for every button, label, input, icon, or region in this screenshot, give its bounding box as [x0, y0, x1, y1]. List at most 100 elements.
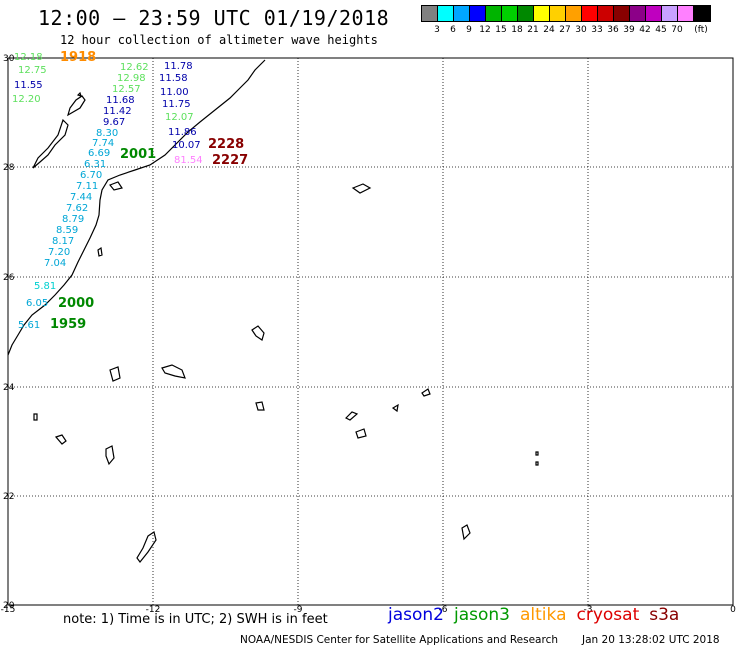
- satellite-name: jason3: [454, 605, 510, 625]
- wave-height-label: 12.57: [112, 84, 141, 95]
- legend-swatch: [614, 6, 630, 21]
- island: [109, 366, 121, 382]
- wave-height-label: 6.05: [26, 298, 48, 309]
- island: [355, 428, 367, 439]
- legend-swatch: [438, 6, 454, 21]
- africa-coastline: [7, 59, 266, 356]
- wave-height-label: 11.00: [160, 87, 189, 98]
- wave-height-label: 7.20: [48, 247, 70, 258]
- wave-height-label: 11.68: [106, 95, 135, 106]
- wave-height-label: 81.54: [174, 155, 203, 166]
- map-frame: [7, 57, 734, 606]
- legend-label: 45: [655, 25, 667, 35]
- island: [535, 451, 539, 456]
- lon-tick-label: -9: [294, 605, 303, 615]
- legend-label: 15: [495, 25, 507, 35]
- legend-swatch: [678, 6, 694, 21]
- wave-height-label: 11.75: [162, 99, 191, 110]
- coastline: [7, 59, 539, 563]
- wave-height-label: 11.42: [103, 106, 132, 117]
- islet: [97, 246, 103, 257]
- wave-height-label: 7.44: [70, 192, 92, 203]
- legend-label: 70: [671, 25, 683, 35]
- wave-height-label: 12.20: [12, 94, 41, 105]
- island: [421, 388, 431, 397]
- island: [54, 434, 67, 445]
- wave-height-label: 11.78: [164, 61, 193, 72]
- lon-tick-label: 0: [730, 605, 736, 615]
- footer-note: note: 1) Time is in UTC; 2) SWH is in fe…: [63, 612, 328, 627]
- legend-swatch: [662, 6, 678, 21]
- legend-label: 27: [559, 25, 571, 35]
- island: [255, 401, 265, 411]
- legend-label: 33: [591, 25, 603, 35]
- wave-height-label: 11.55: [14, 80, 43, 91]
- wave-height-label: 6.31: [84, 159, 106, 170]
- lanzarote-island: [32, 118, 69, 169]
- pass-time-label: 2228: [208, 137, 244, 152]
- legend-swatch: [566, 6, 582, 21]
- wave-height-label: 12.98: [117, 73, 146, 84]
- wave-height-label: 5.81: [34, 281, 56, 292]
- island: [461, 524, 471, 541]
- island: [33, 413, 38, 421]
- lon-tick-label: -6: [439, 605, 448, 615]
- wave-height-label: 12.07: [165, 112, 194, 123]
- fuerteventura-island: [67, 95, 86, 117]
- lon-tick-label: -12: [146, 605, 161, 615]
- satellite-name: altika: [520, 605, 567, 625]
- legend-label: 6: [450, 25, 456, 35]
- islet: [109, 181, 123, 191]
- legend-label: 9: [466, 25, 472, 35]
- legend-label: 24: [543, 25, 555, 35]
- wave-height-label: 9.67: [103, 117, 125, 128]
- map-subtitle: 12 hour collection of altimeter wave hei…: [60, 33, 378, 47]
- map-title: 12:00 – 23:59 UTC 01/19/2018: [38, 6, 390, 30]
- wave-height-label: 5.61: [18, 320, 40, 331]
- lat-tick-label: 28: [3, 163, 15, 173]
- island: [136, 531, 157, 563]
- map-grid: -15 -12 -9 -6 -3 0 30 28 26 24 22 20: [1, 54, 736, 615]
- lat-tick-label: 24: [3, 383, 15, 393]
- island: [105, 445, 115, 466]
- legend-label: 39: [623, 25, 635, 35]
- wave-height-label: 8.59: [56, 225, 78, 236]
- wave-height-label: 8.17: [52, 236, 74, 247]
- lat-tick-label: 22: [3, 492, 14, 502]
- wave-height-label: 12.18: [14, 52, 43, 63]
- pass-time-label: 2001: [120, 147, 156, 162]
- legend-label: 12: [479, 25, 491, 35]
- satellite-legend: jason2 jason3 altika cryosat s3a: [388, 605, 689, 625]
- legend-swatch: [470, 6, 486, 21]
- wave-height-label: 11.58: [159, 73, 188, 84]
- legend-labels: 3 6 9 12 15 18 21 24 27 30 33 36 39 42 45 70 (ft): [421, 22, 711, 35]
- pass-time-label: 1918: [60, 50, 96, 65]
- lon-tick-label: -15: [1, 605, 16, 615]
- legend-swatches: [421, 5, 711, 22]
- wave-height-label: 7.62: [66, 203, 88, 214]
- legend-label: 21: [527, 25, 539, 35]
- credit-line: NOAA/NESDIS Center for Satellite Applica…: [240, 634, 558, 646]
- satellite-name: jason2: [388, 605, 444, 625]
- pass-time-label: 2227: [212, 153, 248, 168]
- island: [344, 411, 359, 421]
- legend-swatch: [486, 6, 502, 21]
- legend-swatch: [646, 6, 662, 21]
- wave-height-label: 8.79: [62, 214, 84, 225]
- color-scale-legend: 3 6 9 12 15 18 21 24 27 30 33 36 39 42 45 70 (ft): [421, 5, 711, 35]
- lat-tick-label: 26: [3, 273, 15, 283]
- wave-height-label: 8.30: [96, 128, 118, 139]
- legend-swatch: [534, 6, 550, 21]
- legend-swatch: [518, 6, 534, 21]
- legend-label: 18: [511, 25, 523, 35]
- generation-timestamp: Jan 20 13:28:02 UTC 2018: [582, 634, 720, 646]
- pass-time-label: 2000: [58, 296, 94, 311]
- wave-height-label: 10.07: [172, 140, 201, 151]
- legend-swatch: [454, 6, 470, 21]
- wave-height-label: 7.04: [44, 258, 66, 269]
- wave-height-label: 7.11: [76, 181, 98, 192]
- lat-tick-label: 20: [3, 601, 15, 611]
- lon-tick-label: -3: [584, 605, 593, 615]
- island: [161, 364, 186, 379]
- satellite-name: cryosat: [576, 605, 640, 625]
